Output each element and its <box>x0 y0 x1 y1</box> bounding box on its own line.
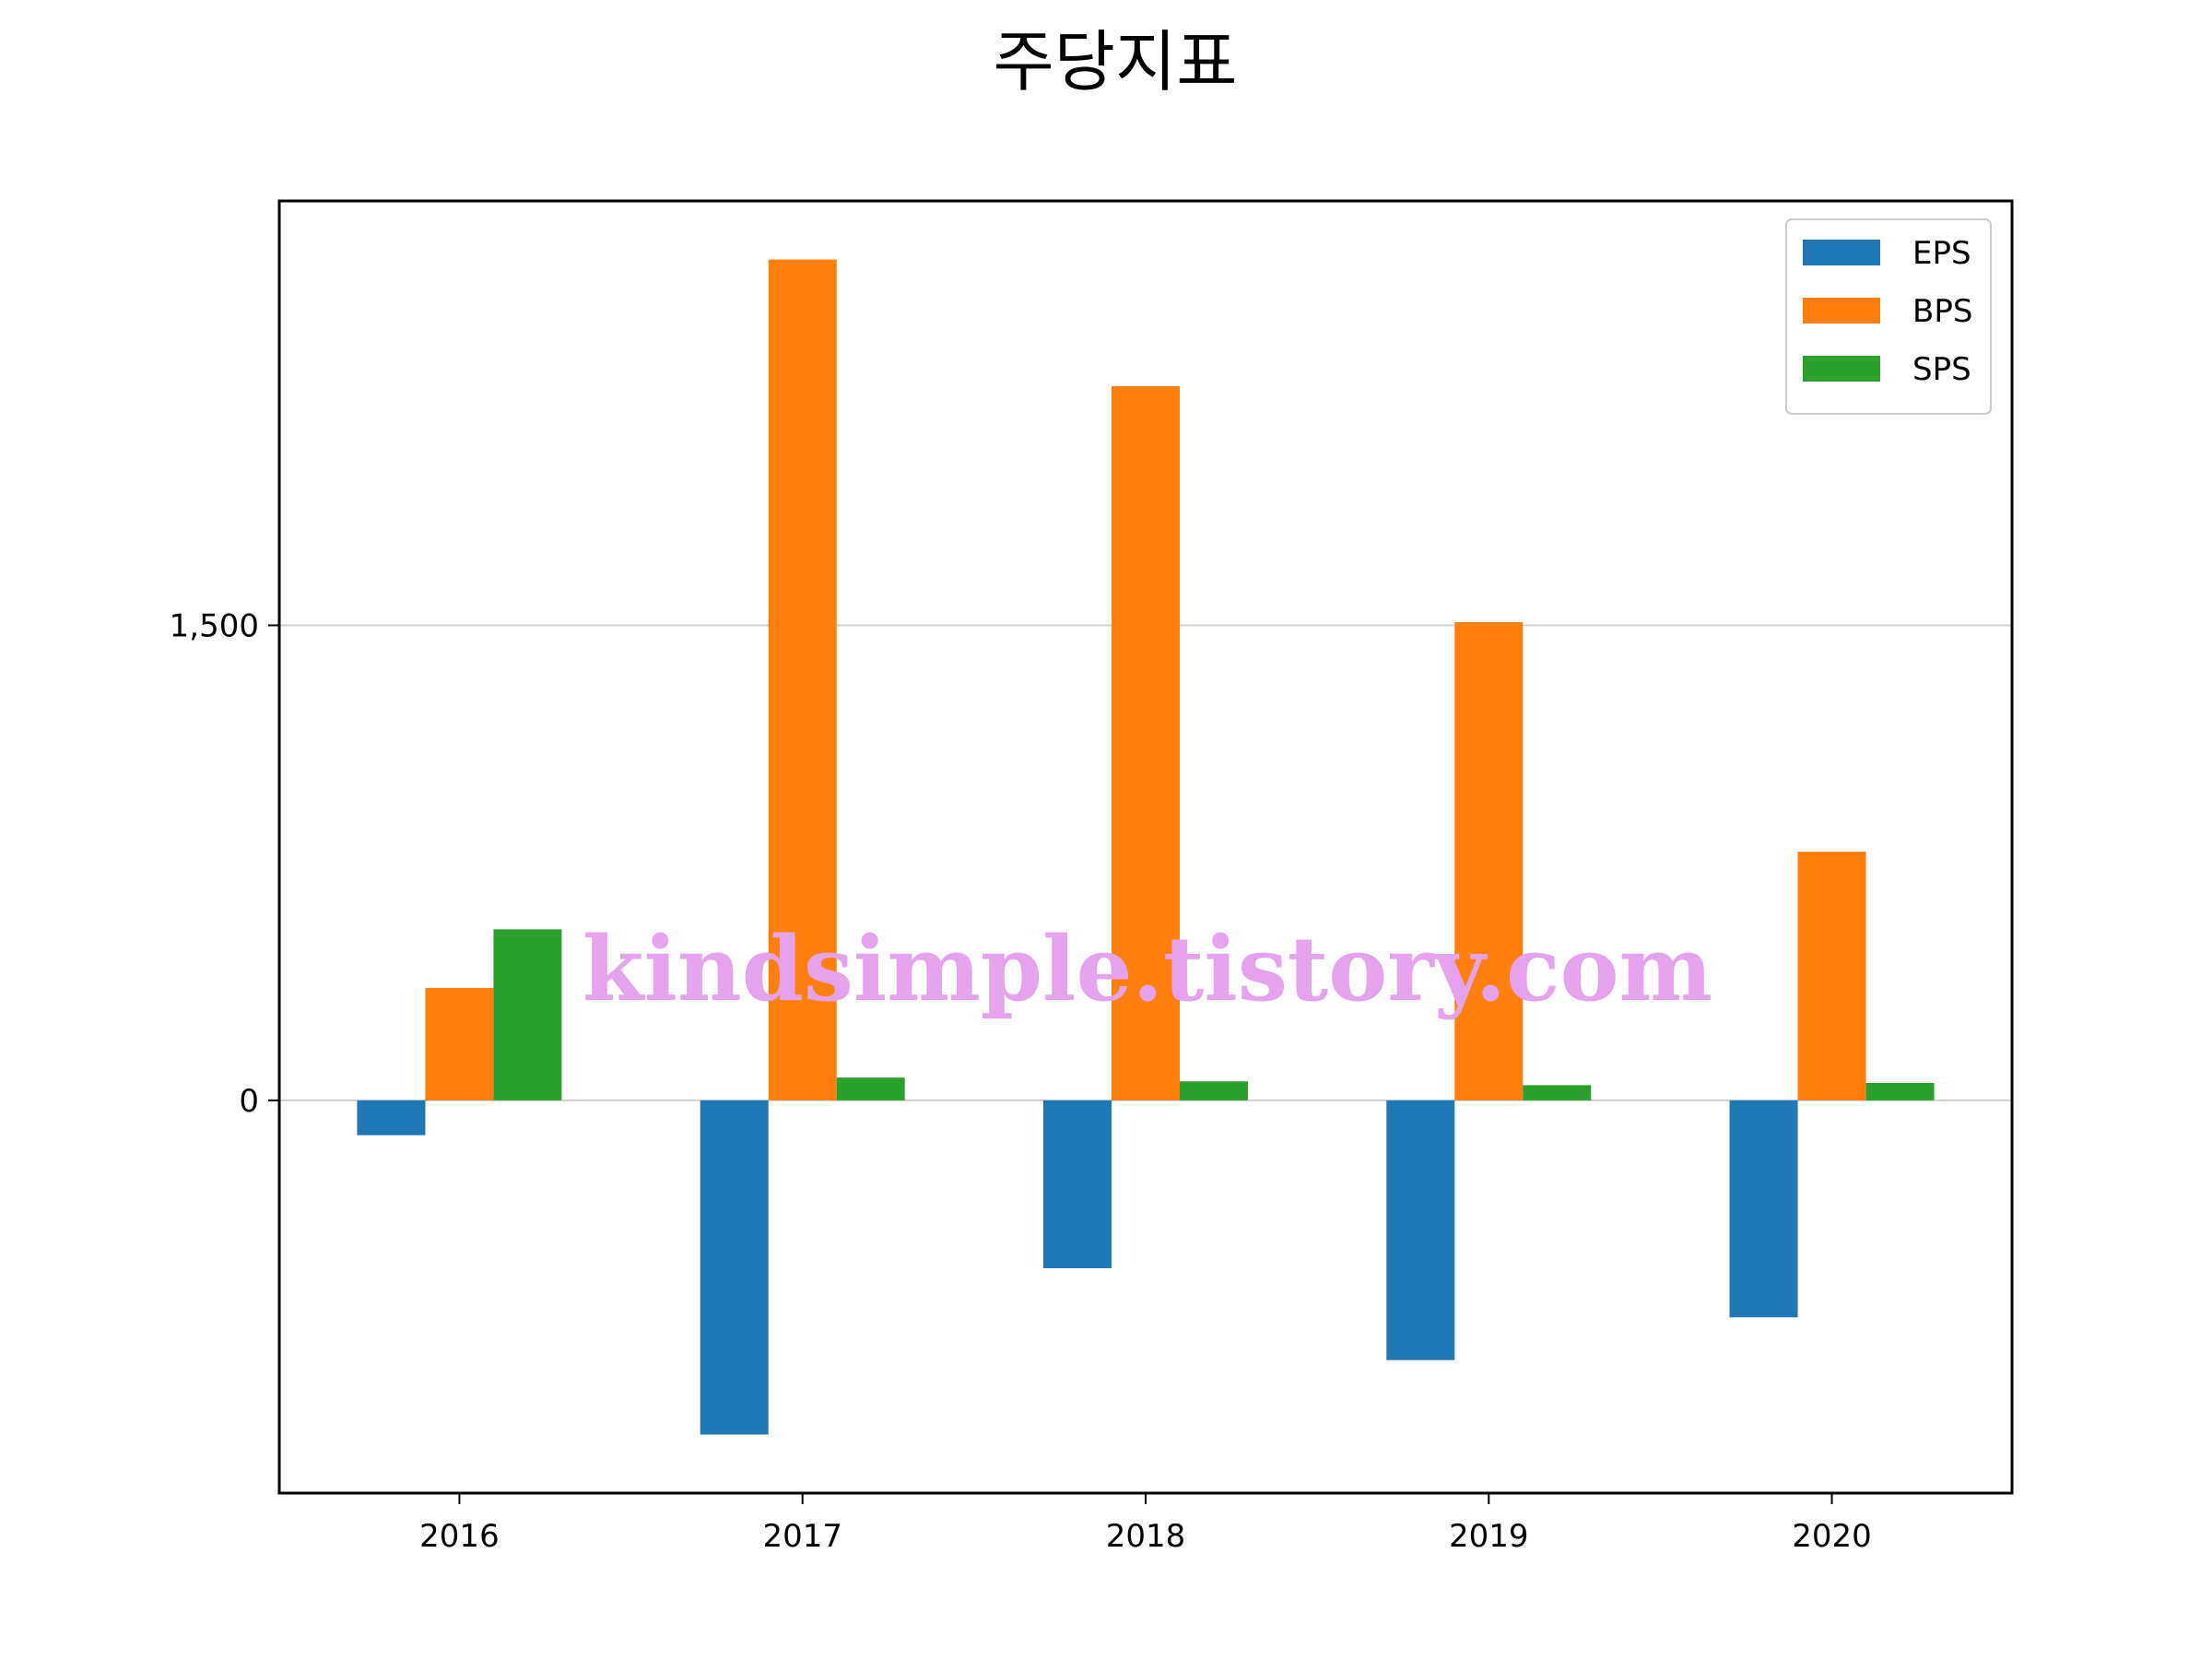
y-tick-label: 0 <box>239 1083 259 1120</box>
x-tick-label: 2019 <box>1449 1518 1529 1555</box>
y-tick-label: 1,500 <box>170 607 259 644</box>
bar-eps <box>700 1100 769 1435</box>
legend-swatch-eps <box>1803 240 1880 265</box>
chart-title: 주당지표 <box>994 23 1238 100</box>
bar-sps <box>1865 1083 1935 1100</box>
legend: EPS BPS SPS <box>1785 218 1992 415</box>
bars-layer <box>357 259 1935 1435</box>
bar-eps <box>1043 1100 1112 1269</box>
bar-sps <box>1523 1085 1592 1100</box>
x-tick-label: 2018 <box>1106 1518 1186 1555</box>
bar-bps <box>1454 622 1524 1100</box>
bar-bps <box>1797 852 1866 1100</box>
bar-sps <box>1180 1081 1248 1100</box>
bar-eps <box>1729 1100 1798 1318</box>
legend-swatch-bps <box>1803 298 1880 324</box>
bar-eps <box>357 1100 426 1135</box>
ticks-layer: 0 1,500 2016 2017 2018 2019 2020 <box>170 607 1872 1555</box>
bar-eps <box>1386 1100 1455 1360</box>
bar-sps <box>493 929 562 1100</box>
legend-label-bps: BPS <box>1912 293 1972 330</box>
x-tick-label: 2017 <box>762 1518 842 1555</box>
bar-bps <box>768 259 837 1100</box>
bar-bps <box>1112 386 1180 1100</box>
x-tick-label: 2016 <box>419 1518 500 1555</box>
legend-swatch-sps <box>1803 356 1880 382</box>
legend-label-eps: EPS <box>1912 235 1971 272</box>
bar-bps <box>425 987 494 1100</box>
bar-sps <box>836 1077 905 1100</box>
watermark-text: kindsimple.tistory.com <box>582 917 1712 1021</box>
x-tick-label: 2020 <box>1792 1518 1872 1555</box>
legend-label-sps: SPS <box>1912 351 1971 388</box>
